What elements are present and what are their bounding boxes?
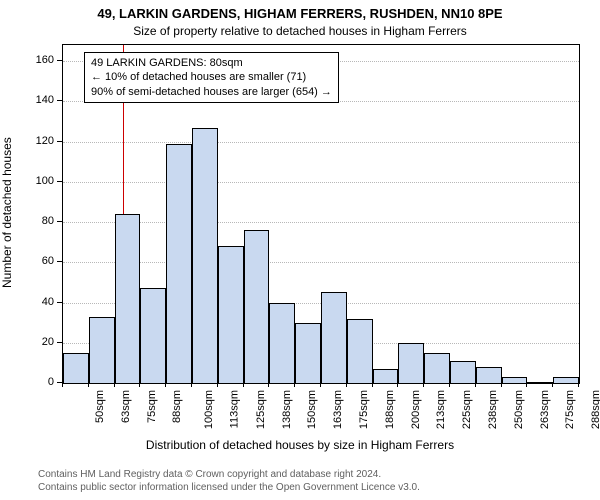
histogram-bar [166,144,192,383]
histogram-bar [476,367,502,383]
x-tick-mark [320,382,321,387]
histogram-bar [321,292,347,383]
x-tick-label: 250sqm [513,390,525,429]
x-tick-label: 88sqm [171,390,183,423]
chart-title-sub: Size of property relative to detached ho… [0,24,600,38]
y-tick-mark [57,60,62,61]
y-tick-mark [57,342,62,343]
histogram-bar [115,214,141,383]
histogram-bar [192,128,218,384]
x-tick-label: 100sqm [203,390,215,429]
x-tick-label: 125sqm [255,390,267,429]
x-tick-mark [449,382,450,387]
histogram-bar [450,361,476,383]
y-tick-label: 20 [0,336,54,348]
y-tick-label: 120 [0,135,54,147]
x-tick-mark [268,382,269,387]
x-tick-mark [217,382,218,387]
histogram-bar [140,288,166,383]
histogram-bar [295,323,321,383]
gridline [63,262,579,263]
y-tick-label: 40 [0,296,54,308]
y-tick-mark [57,221,62,222]
x-tick-mark [294,382,295,387]
x-tick-mark [191,382,192,387]
y-tick-mark [57,261,62,262]
x-tick-mark [114,382,115,387]
histogram-bar [63,353,89,383]
gridline [63,182,579,183]
x-tick-mark [346,382,347,387]
x-tick-mark [578,382,579,387]
annotation-line: 49 LARKIN GARDENS: 80sqm [91,56,332,70]
x-tick-label: 188sqm [384,390,396,429]
x-tick-label: 263sqm [539,390,551,429]
footer-line: Contains HM Land Registry data © Crown c… [38,469,420,482]
y-tick-label: 0 [0,376,54,388]
histogram-bar [527,382,553,383]
x-tick-label: 63sqm [120,390,132,423]
x-tick-label: 275sqm [565,390,577,429]
y-tick-label: 100 [0,175,54,187]
x-tick-mark [526,382,527,387]
x-tick-label: 113sqm [228,390,240,428]
histogram-bar [218,246,244,383]
x-axis-label: Distribution of detached houses by size … [0,438,600,452]
y-tick-mark [57,100,62,101]
histogram-bar [373,369,399,383]
histogram-bar [89,317,115,383]
x-tick-mark [423,382,424,387]
x-tick-label: 50sqm [94,390,106,423]
gridline [63,142,579,143]
annotation-line: ← 10% of detached houses are smaller (71… [91,70,332,84]
x-tick-label: 225sqm [461,390,473,429]
x-tick-label: 200sqm [410,390,422,429]
x-tick-label: 213sqm [436,390,448,429]
y-tick-mark [57,302,62,303]
histogram-bar [269,303,295,383]
histogram-bar [553,377,579,383]
y-tick-label: 160 [0,54,54,66]
x-tick-mark [62,382,63,387]
y-tick-mark [57,181,62,182]
x-tick-label: 163sqm [332,390,344,429]
annotation-box: 49 LARKIN GARDENS: 80sqm ← 10% of detach… [84,52,339,103]
histogram-bar [347,319,373,383]
x-tick-mark [165,382,166,387]
histogram-bar [502,377,528,383]
x-tick-mark [397,382,398,387]
x-tick-mark [372,382,373,387]
x-tick-mark [243,382,244,387]
x-tick-label: 138sqm [281,390,293,429]
x-tick-label: 288sqm [590,390,600,429]
x-tick-mark [552,382,553,387]
footer-line: Contains public sector information licen… [38,482,420,495]
annotation-line: 90% of semi-detached houses are larger (… [91,85,332,99]
histogram-bar [398,343,424,383]
y-tick-label: 140 [0,94,54,106]
x-tick-label: 175sqm [358,390,370,429]
x-tick-mark [139,382,140,387]
x-tick-label: 238sqm [487,390,499,429]
y-tick-mark [57,141,62,142]
x-tick-label: 75sqm [146,390,158,423]
histogram-bar [424,353,450,383]
chart-title-main: 49, LARKIN GARDENS, HIGHAM FERRERS, RUSH… [0,6,600,21]
gridline [63,222,579,223]
x-tick-mark [501,382,502,387]
x-tick-mark [475,382,476,387]
footer-text: Contains HM Land Registry data © Crown c… [38,469,420,494]
chart-container: 49, LARKIN GARDENS, HIGHAM FERRERS, RUSH… [0,0,600,500]
y-tick-label: 80 [0,215,54,227]
x-tick-mark [88,382,89,387]
x-tick-label: 150sqm [307,390,319,429]
histogram-bar [244,230,270,383]
y-tick-label: 60 [0,255,54,267]
